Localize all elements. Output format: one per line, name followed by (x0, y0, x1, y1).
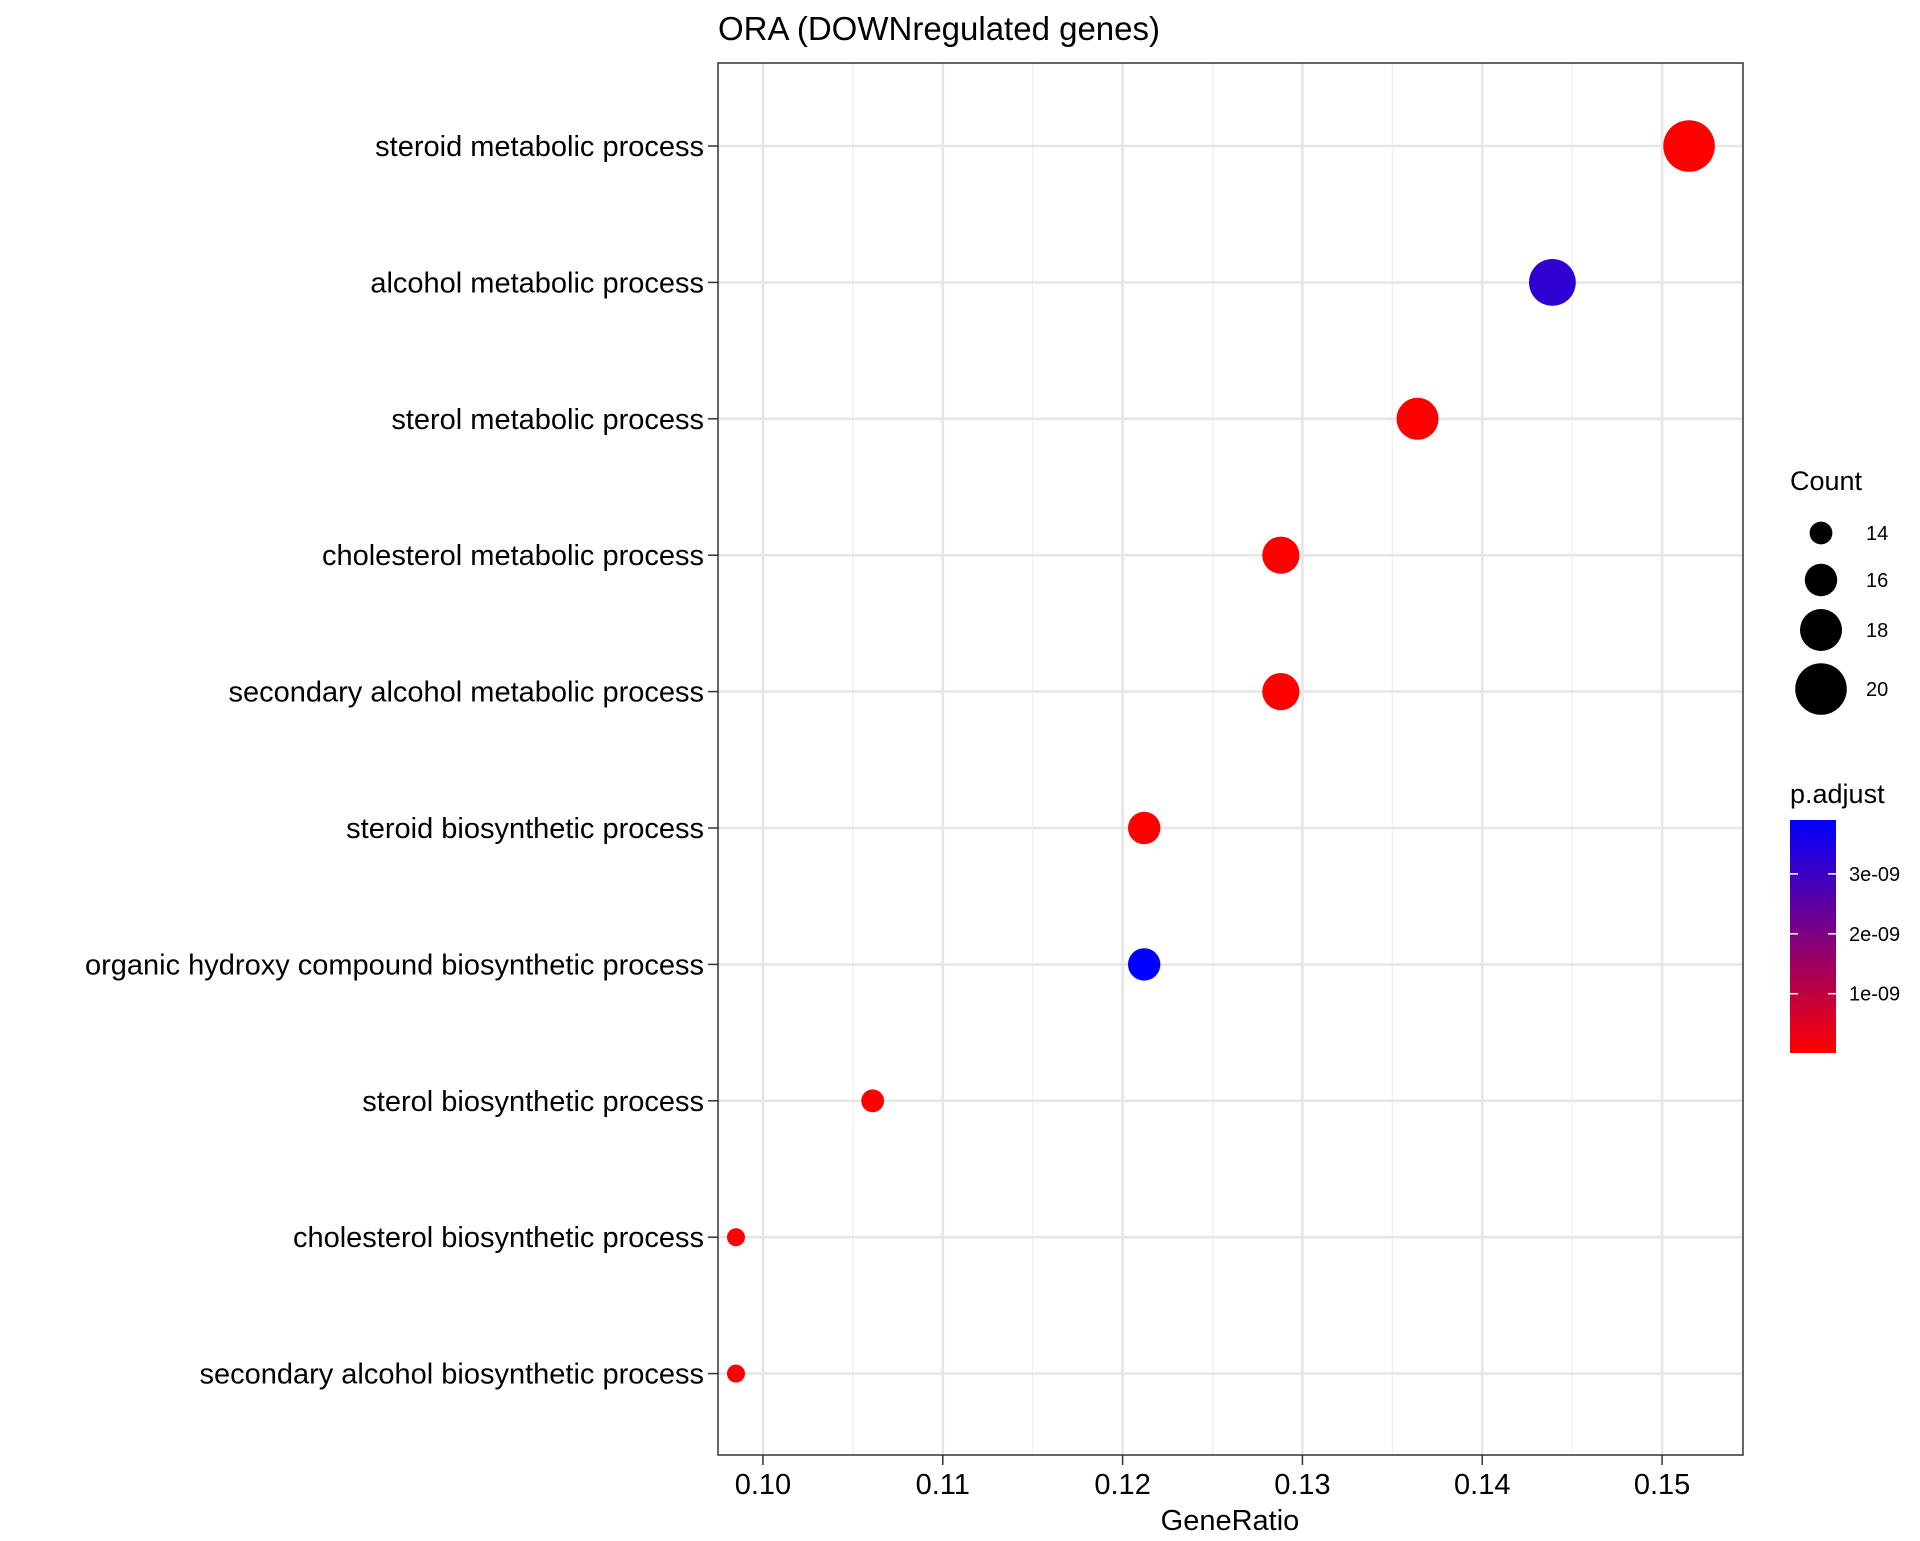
count-legend-label: 16 (1866, 570, 1888, 592)
data-point (726, 1228, 745, 1247)
data-point (861, 1089, 885, 1113)
y-tick-label: secondary alcohol biosynthetic process (199, 1359, 704, 1391)
x-tick-label: 0.11 (916, 1469, 970, 1501)
x-tick-label: 0.12 (1094, 1469, 1150, 1501)
y-tick-label: organic hydroxy compound biosynthetic pr… (85, 949, 704, 981)
y-tick-label: steroid metabolic process (375, 131, 704, 163)
data-point (1528, 259, 1576, 306)
y-tick-label: alcohol metabolic process (370, 267, 704, 299)
x-tick-label: 0.13 (1274, 1469, 1330, 1501)
count-legend-key (1809, 521, 1833, 545)
plot-border (717, 62, 1744, 1456)
data-point (1262, 536, 1300, 574)
y-tick-label: cholesterol metabolic process (322, 540, 704, 572)
y-tick-label: secondary alcohol metabolic process (228, 677, 704, 709)
p-adjust-colorbar (1790, 820, 1836, 1053)
count-legend-label: 20 (1866, 679, 1888, 701)
count-legend-label: 14 (1866, 523, 1888, 545)
colorbar-tick-label: 1e-09 (1849, 984, 1900, 1006)
y-tick-label: sterol biosynthetic process (362, 1086, 704, 1118)
data-point (1262, 673, 1300, 711)
data-point (1396, 397, 1439, 440)
count-legend-key (1800, 609, 1842, 651)
count-legend-key (1795, 663, 1847, 715)
y-axis: steroid metabolic process alcohol metabol… (85, 131, 718, 1391)
data-points (726, 120, 1715, 1383)
y-tick-label: sterol metabolic process (391, 404, 704, 436)
data-point (726, 1364, 745, 1383)
colorbar-tick-label: 2e-09 (1849, 924, 1900, 946)
y-tick-label: steroid biosynthetic process (346, 813, 704, 845)
y-tick-label: cholesterol biosynthetic process (293, 1222, 704, 1254)
chart-title: ORA (DOWNregulated genes) (718, 10, 1160, 47)
count-legend-title: Count (1790, 466, 1863, 496)
x-axis-title: GeneRatio (1161, 1505, 1300, 1536)
x-axis: 0.10 0.11 0.12 0.13 0.14 0.15 (735, 1455, 1690, 1501)
x-tick-label: 0.15 (1634, 1469, 1690, 1501)
x-tick-label: 0.14 (1454, 1469, 1510, 1501)
plot-panel (718, 63, 1743, 1455)
count-legend-label: 18 (1866, 620, 1888, 642)
p-adjust-legend-title: p.adjust (1790, 779, 1885, 809)
colorbar-tick-label: 3e-09 (1849, 864, 1900, 886)
x-tick-label: 0.10 (735, 1469, 791, 1501)
data-point (1663, 120, 1715, 172)
data-point (1127, 811, 1161, 845)
p-adjust-legend: p.adjust 1e-09 2e-09 3e-09 (1790, 779, 1900, 1053)
data-point (1127, 948, 1161, 981)
count-legend: Count 14 16 18 20 (1790, 466, 1888, 715)
count-legend-key (1804, 563, 1838, 597)
